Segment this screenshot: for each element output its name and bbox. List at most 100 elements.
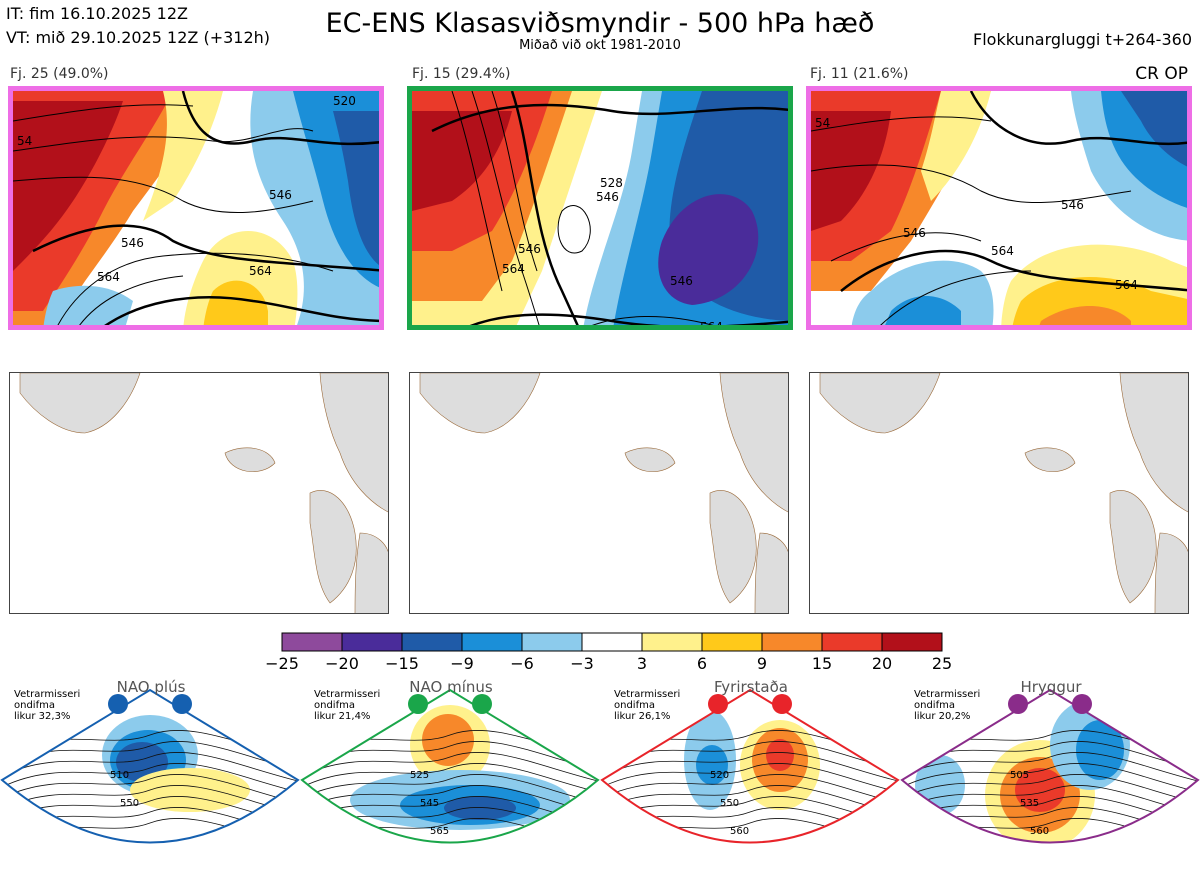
regime-fan-3: 520 550 560 (600, 680, 902, 872)
contour-label: 54 (815, 116, 830, 130)
page-title: EC-ENS Klasasviðsmyndir - 500 hPa hæð (325, 8, 875, 39)
regime-title: Hryggur (1020, 678, 1082, 696)
regime-dot (172, 694, 192, 714)
regime-note-line: likur 32,3% (14, 711, 71, 722)
contour-label: 520 (333, 94, 356, 108)
empty-map-2 (409, 372, 789, 614)
height-contour (2, 740, 298, 772)
panel-2-label: Fj. 15 (29.4%) (412, 66, 511, 82)
regime-note-line: ondifma (914, 700, 955, 711)
contour-label: 564 (97, 270, 120, 284)
fan-contour-label: 550 (720, 798, 739, 809)
cluster-map-1[interactable]: 520 546 546 564 564 54 (8, 86, 384, 330)
fan-outline (300, 688, 600, 844)
regime-note-line: ondifma (314, 700, 355, 711)
regime-title: NAO mínus (409, 678, 493, 696)
colorbar-segment (521, 632, 583, 652)
cluster-map-3-svg: 546 546 564 564 54 (811, 91, 1187, 325)
cluster-map-3[interactable]: 546 546 564 564 54 (806, 86, 1192, 330)
cluster-map-1-svg: 520 546 546 564 564 54 (13, 91, 379, 325)
regime-note-line: Vetrarmisseri (14, 689, 81, 700)
anomaly-blob (444, 796, 516, 820)
land-shapes (819, 373, 1188, 613)
colorbar-segment (461, 632, 523, 652)
regime-fan-svg: 525 545 565 (300, 688, 600, 844)
height-contour (902, 740, 1198, 772)
regime-dot (1008, 694, 1028, 714)
height-contour (302, 751, 598, 783)
contour-label: 546 (670, 274, 693, 288)
regime-fan-2: 525 545 565 (300, 680, 602, 872)
regime-note-line: ondifma (614, 700, 655, 711)
fan-contour-label: 525 (410, 770, 429, 781)
colorbar-tick: −3 (570, 654, 594, 673)
contour-label: 564 (991, 244, 1014, 258)
height-contour (2, 762, 298, 794)
contour-label: 564 (700, 320, 723, 330)
height-contour (902, 795, 1198, 827)
page-subtitle: Miðað við okt 1981-2010 (519, 38, 681, 53)
fan-contour-label: 560 (730, 826, 749, 837)
height-contour (902, 762, 1198, 794)
anomaly-blob (116, 742, 168, 782)
issue-time: IT: fim 16.10.2025 12Z (6, 4, 188, 23)
contour-label: 528 (600, 176, 623, 190)
regime-note: Vetrarmisseri ondifma likur 26,1% (614, 689, 680, 722)
colorbar-tick: 9 (756, 654, 768, 673)
colorbar-segment (401, 632, 463, 652)
regime-note-line: Vetrarmisseri (314, 689, 381, 700)
height-contour (602, 784, 898, 816)
height-contour (902, 773, 1198, 805)
colorbar (281, 632, 943, 652)
colorbar-segment (281, 632, 343, 652)
colorbar-tick: −6 (510, 654, 534, 673)
colorbar-segment (641, 632, 703, 652)
regime-fan-svg: 520 550 560 (600, 688, 900, 844)
height-contour (2, 817, 298, 843)
colorbar-segment (581, 632, 643, 652)
height-contour (902, 784, 1198, 816)
empty-map-3 (809, 372, 1189, 614)
contour-label: 564 (1115, 278, 1138, 292)
height-contour (602, 773, 898, 805)
fan-contour-label: 510 (110, 770, 129, 781)
anomaly-blob (422, 714, 474, 766)
height-contour (602, 817, 898, 843)
height-contour (602, 751, 898, 783)
fan-outline (900, 688, 1200, 844)
regime-note-line: Vetrarmisseri (914, 689, 981, 700)
height-contour (602, 762, 898, 794)
height-contour (2, 773, 298, 805)
contour-label: 564 (249, 264, 272, 278)
anomaly-blob (1076, 720, 1124, 780)
regime-label: CR OP (1135, 64, 1188, 84)
anomaly-blob (1015, 768, 1065, 812)
height-contour (302, 795, 598, 827)
colorbar-tick: 20 (871, 654, 893, 673)
colorbar-tick: −9 (450, 654, 474, 673)
height-contour (302, 817, 598, 843)
anomaly-blob (696, 745, 728, 785)
regime-note-line: ondifma (14, 700, 55, 711)
colorbar-tick: 3 (636, 654, 648, 673)
contour-label: 546 (269, 188, 292, 202)
cluster-map-2[interactable]: 546 528 546 564 546 564 (407, 86, 793, 330)
height-contour (302, 773, 598, 805)
height-contour (302, 762, 598, 794)
valid-time: VT: mið 29.10.2025 12Z (+312h) (6, 28, 271, 47)
land-shapes (419, 373, 788, 613)
height-contour (602, 795, 898, 827)
regime-note-line: likur 26,1% (614, 711, 671, 722)
anomaly-blob (130, 768, 250, 812)
colorbar-tick: −15 (385, 654, 419, 673)
colorbar-tick: −20 (325, 654, 359, 673)
classification-window: Flokkunargluggi t+264-360 (973, 30, 1192, 49)
contour-label: 54 (17, 134, 32, 148)
colorbar-segment (701, 632, 763, 652)
cluster-map-2-svg: 546 528 546 564 546 564 (412, 91, 788, 330)
fan-contour-label: 535 (1020, 798, 1039, 809)
panel-3-label: Fj. 11 (21.6%) (810, 66, 909, 82)
colorbar-segment (821, 632, 883, 652)
height-contour (302, 784, 598, 816)
contour-label: 546 (903, 226, 926, 240)
